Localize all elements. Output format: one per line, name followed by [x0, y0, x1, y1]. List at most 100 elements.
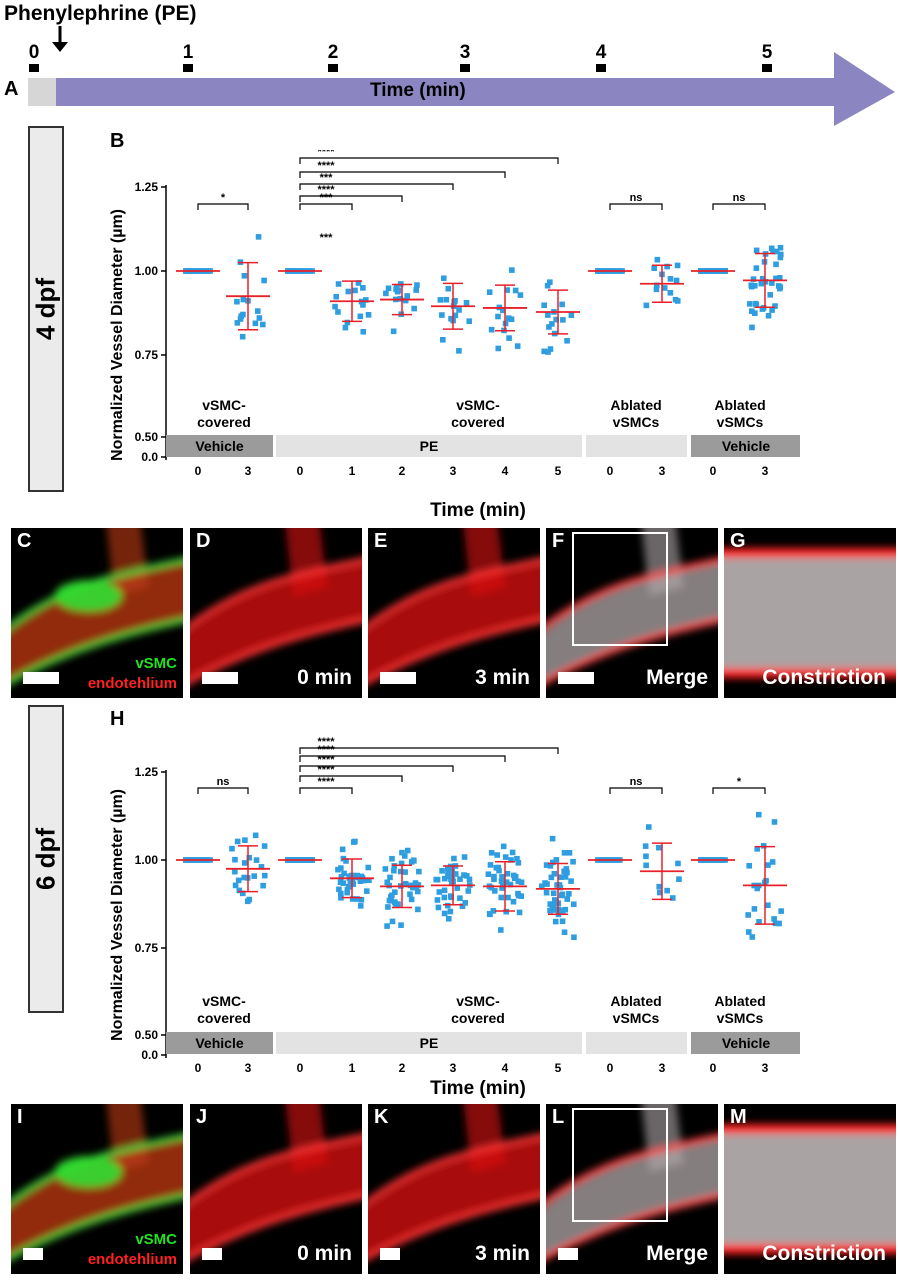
- data-point: [387, 894, 394, 900]
- data-point: [571, 934, 577, 941]
- group-label: Ablated: [714, 993, 765, 1009]
- data-point: [667, 276, 674, 282]
- data-point: [498, 894, 505, 901]
- y-tick-label: 0.0: [141, 450, 158, 464]
- significance-bracket: [299, 775, 403, 782]
- data-point: [499, 874, 505, 880]
- treatment-bar: [276, 435, 582, 457]
- data-point: [748, 308, 755, 314]
- micrograph-caption: 0 min: [297, 666, 352, 689]
- y-tick-label: 1.25: [135, 180, 159, 194]
- data-point: [656, 844, 662, 851]
- data-point: [506, 335, 512, 341]
- data-point: [355, 280, 362, 286]
- data-point: [382, 866, 389, 872]
- data-point: [498, 927, 504, 933]
- data-point: [545, 349, 551, 355]
- micrograph-image: [11, 1104, 183, 1261]
- data-point: [548, 874, 555, 881]
- data-point: [466, 876, 473, 883]
- significance-label: ****: [317, 776, 335, 788]
- significance-label: ****: [317, 150, 335, 158]
- data-point: [499, 885, 505, 891]
- micrograph-image: [11, 528, 183, 685]
- data-point: [402, 297, 409, 304]
- data-point: [389, 855, 395, 862]
- data-point: [404, 847, 411, 854]
- scale-bar: [380, 1248, 400, 1260]
- data-point: [560, 317, 566, 323]
- data-point: [673, 277, 680, 284]
- data-point: [566, 891, 572, 897]
- significance-label: ****: [317, 736, 335, 748]
- data-point: [562, 874, 569, 880]
- data-point: [654, 256, 661, 263]
- data-point: [486, 289, 493, 295]
- x-tick-label: 0: [297, 464, 304, 478]
- data-point: [443, 296, 450, 303]
- micrograph-caption: 3 min: [475, 1242, 530, 1265]
- data-point: [445, 915, 452, 922]
- data-point: [354, 896, 360, 902]
- data-point: [234, 298, 240, 305]
- data-point: [229, 845, 235, 852]
- data-point: [345, 288, 352, 295]
- data-point: [772, 303, 778, 309]
- data-point: [457, 876, 463, 882]
- data-point: [511, 872, 517, 879]
- data-point: [664, 263, 670, 270]
- data-point: [488, 850, 495, 856]
- y-tick-label: 0.0: [141, 1048, 158, 1062]
- significance-label: ****: [317, 764, 335, 776]
- data-point: [466, 318, 473, 324]
- significance-label: ns: [630, 776, 643, 788]
- data-point: [444, 865, 451, 871]
- significance-label: *: [221, 192, 226, 204]
- data-point: [462, 900, 469, 906]
- data-point: [502, 854, 509, 860]
- data-point: [401, 853, 408, 859]
- drug-label: Phenylephrine (PE): [4, 2, 197, 25]
- data-point: [414, 888, 421, 895]
- data-point: [235, 877, 242, 884]
- data-point: [568, 312, 575, 319]
- zoom-region-box: [572, 1108, 668, 1222]
- data-point: [397, 868, 404, 875]
- data-point: [500, 843, 507, 850]
- data-point: [561, 868, 567, 875]
- micrograph-caption: Constriction: [762, 666, 886, 689]
- data-point: [252, 832, 259, 839]
- data-point: [746, 862, 753, 869]
- data-point: [501, 879, 507, 886]
- data-point: [457, 895, 463, 901]
- data-point: [495, 864, 501, 871]
- data-point: [441, 875, 448, 882]
- micrograph-image: [368, 528, 540, 685]
- timeline-tick: [328, 64, 338, 72]
- data-point: [440, 337, 446, 343]
- group-label: vSMCs: [717, 1010, 764, 1026]
- data-point: [335, 281, 342, 287]
- data-point: [402, 880, 409, 887]
- treatment-label: Vehicle: [195, 1035, 243, 1051]
- data-point: [515, 859, 522, 866]
- data-point: [255, 234, 262, 240]
- data-point: [500, 307, 506, 314]
- y-axis-label: Normalized Vessel Diameter (µm): [109, 209, 126, 461]
- group-label: covered: [197, 414, 251, 430]
- data-point: [440, 275, 447, 282]
- data-point: [416, 868, 422, 875]
- x-tick-label: 3: [450, 464, 457, 478]
- significance-label: *: [737, 776, 742, 788]
- micrograph-letter: F: [552, 530, 565, 552]
- data-point: [656, 889, 663, 896]
- significance-bracket: [609, 203, 663, 210]
- data-point: [546, 324, 552, 330]
- data-point: [566, 849, 573, 856]
- data-point: [494, 852, 501, 858]
- data-point: [411, 305, 417, 312]
- data-point: [505, 315, 512, 321]
- micrograph-l: L Merge: [546, 1104, 718, 1274]
- x-tick-label: 0: [195, 464, 202, 478]
- data-point: [338, 865, 344, 871]
